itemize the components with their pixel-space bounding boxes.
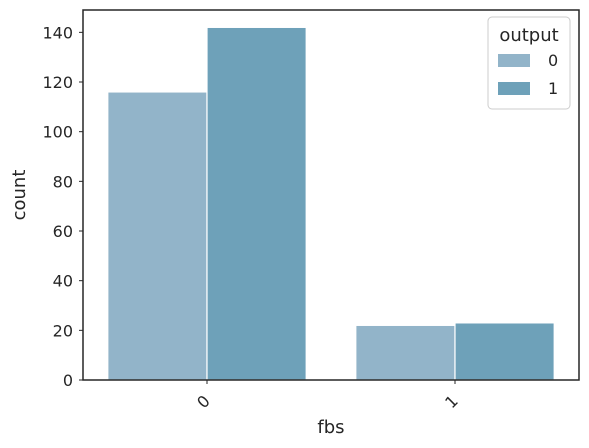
x-tick-label: 1 [441, 391, 462, 412]
y-tick-label: 80 [53, 172, 73, 191]
bar-fbs-0-output-1 [206, 26, 307, 381]
legend-label-0: 0 [548, 51, 558, 70]
bar-fbs-0-output-0 [107, 91, 208, 381]
y-tick-label: 140 [42, 23, 73, 42]
legend-swatch-1 [498, 82, 530, 95]
bars-group [107, 26, 555, 381]
y-tick-label: 100 [42, 123, 73, 142]
y-axis-ticks: 0 20 40 60 80 100 120 140 [42, 23, 83, 390]
y-tick-label: 60 [53, 222, 73, 241]
x-tick-label: 0 [193, 391, 214, 412]
y-tick-label: 40 [53, 272, 73, 291]
plot-frame [82, 9, 580, 381]
legend-items: 01 [498, 51, 558, 98]
y-axis-label: count [9, 170, 30, 221]
y-tick-label: 0 [63, 371, 73, 390]
y-tick-label: 20 [53, 321, 73, 340]
legend-swatch-0 [498, 54, 530, 67]
legend-label-1: 1 [548, 79, 558, 98]
legend: output 01 [487, 16, 571, 110]
x-axis-label: fbs [317, 417, 344, 438]
y-tick-label: 120 [42, 73, 73, 92]
bar-fbs-1-output-0 [355, 324, 456, 381]
legend-title: output [499, 25, 558, 46]
bar-fbs-1-output-1 [454, 322, 555, 381]
